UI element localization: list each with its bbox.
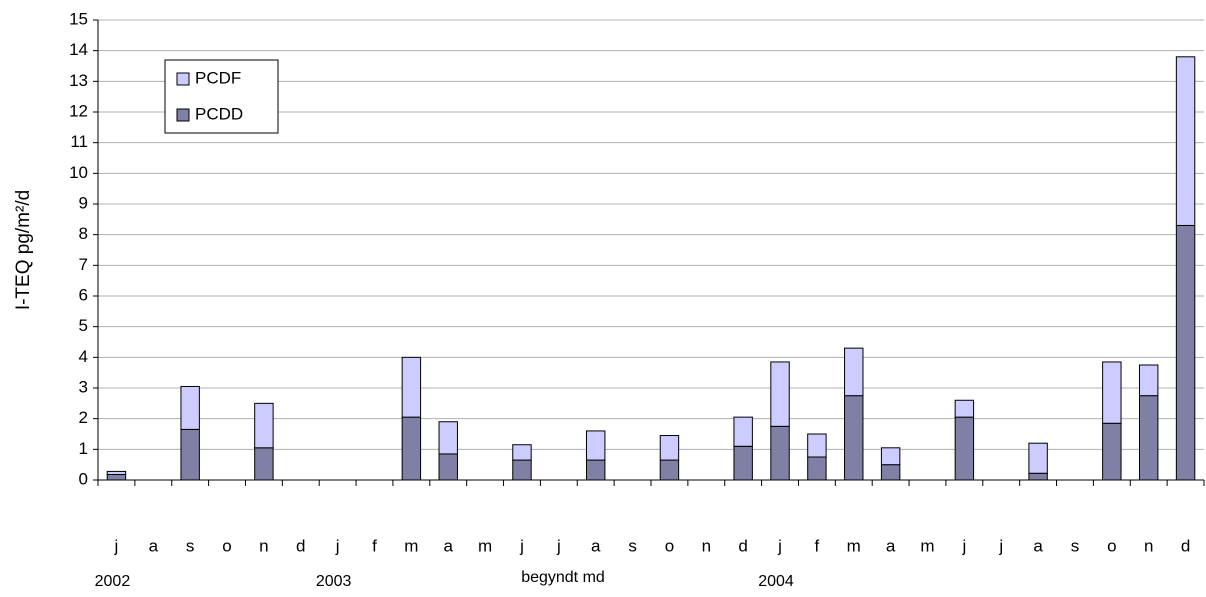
y-axis-label: I-TEQ pg/m²/d — [13, 190, 34, 310]
bar-segment — [401, 356, 422, 418]
x-tick-label: a — [1033, 536, 1043, 555]
bar-segment — [254, 402, 274, 449]
y-tick-label: 7 — [79, 255, 88, 274]
x-tick-label: n — [259, 536, 268, 555]
bar-segment — [659, 435, 680, 461]
x-tick-label: j — [114, 536, 119, 555]
x-tick-label: j — [519, 536, 524, 555]
bar-segment — [733, 416, 753, 447]
bar-segment — [1028, 472, 1048, 481]
x-tick-label: a — [886, 536, 896, 555]
y-tick-label: 3 — [79, 377, 88, 396]
bar-segment — [880, 447, 901, 466]
y-tick-label: 4 — [79, 347, 88, 366]
bar-segment — [844, 395, 864, 481]
year-label: 2003 — [316, 573, 352, 590]
bar-segment — [180, 428, 200, 481]
bar-segment — [1175, 56, 1196, 226]
bar-segment — [954, 399, 975, 418]
bar-segment — [659, 459, 680, 481]
year-label: 2002 — [95, 573, 131, 590]
y-tick-label: 13 — [69, 71, 88, 90]
y-tick-label: 12 — [69, 101, 88, 120]
bar-segment — [1102, 422, 1122, 481]
x-tick-label: j — [998, 536, 1003, 555]
bar-segment — [807, 456, 827, 481]
bar-segment — [438, 421, 458, 455]
x-tick-label: m — [920, 536, 934, 555]
bar-segment — [401, 416, 422, 481]
x-tick-label: j — [556, 536, 561, 555]
x-tick-label: j — [961, 536, 966, 555]
y-tick-label: 9 — [79, 193, 88, 212]
x-tick-label: j — [777, 536, 782, 555]
bar-segment — [844, 347, 864, 397]
legend-label: PCDD — [195, 104, 243, 123]
y-tick-label: 8 — [79, 224, 88, 243]
x-axis-label: begyndt md — [521, 569, 605, 586]
bar-segment — [880, 464, 901, 481]
bar-segment — [733, 445, 753, 481]
legend-label: PCDF — [195, 68, 241, 87]
bar-segment — [1028, 442, 1048, 474]
bar-segment — [585, 459, 606, 481]
x-tick-label: m — [404, 536, 418, 555]
y-tick-label: 11 — [70, 132, 88, 151]
bar-segment — [512, 444, 532, 461]
y-tick-label: 0 — [79, 469, 88, 488]
bar-segment — [770, 361, 790, 427]
x-tick-label: j — [335, 536, 340, 555]
x-tick-label: s — [628, 536, 637, 555]
x-tick-label: o — [1107, 536, 1116, 555]
bar-segment — [1138, 364, 1159, 397]
x-tick-label: f — [815, 536, 820, 555]
x-tick-label: m — [478, 536, 492, 555]
y-tick-label: 5 — [79, 316, 88, 335]
x-tick-label: d — [738, 536, 747, 555]
y-tick-label: 2 — [79, 408, 88, 427]
legend-swatch — [176, 72, 190, 86]
year-label: 2004 — [758, 573, 794, 590]
x-tick-label: s — [186, 536, 195, 555]
y-tick-label: 14 — [69, 40, 88, 59]
x-tick-label: o — [222, 536, 231, 555]
bar-segment — [1138, 395, 1159, 481]
x-tick-label: a — [443, 536, 453, 555]
bar-segment — [438, 453, 458, 481]
legend-swatch — [176, 108, 190, 122]
bar-segment — [254, 447, 274, 481]
x-tick-label: n — [702, 536, 711, 555]
bar-segment — [954, 416, 975, 481]
x-tick-label: m — [847, 536, 861, 555]
x-tick-label: s — [1071, 536, 1080, 555]
x-tick-label: d — [296, 536, 305, 555]
x-tick-label: o — [665, 536, 674, 555]
x-tick-label: d — [1181, 536, 1190, 555]
bar-segment — [106, 473, 127, 481]
bar-segment — [180, 385, 200, 430]
x-tick-label: a — [149, 536, 159, 555]
bar-segment — [512, 459, 532, 481]
x-tick-label: n — [1144, 536, 1153, 555]
bar-segment — [1175, 224, 1196, 481]
bar-segment — [1102, 361, 1122, 424]
y-tick-label: 1 — [79, 439, 88, 458]
y-tick-label: 10 — [69, 163, 88, 182]
bar-segment — [807, 433, 827, 458]
bar-segment — [106, 470, 127, 475]
x-tick-label: a — [591, 536, 601, 555]
y-tick-label: 15 — [69, 9, 88, 28]
bar-segment — [585, 430, 606, 461]
x-tick-label: f — [372, 536, 377, 555]
y-tick-label: 6 — [79, 285, 88, 304]
bar-segment — [770, 425, 790, 481]
